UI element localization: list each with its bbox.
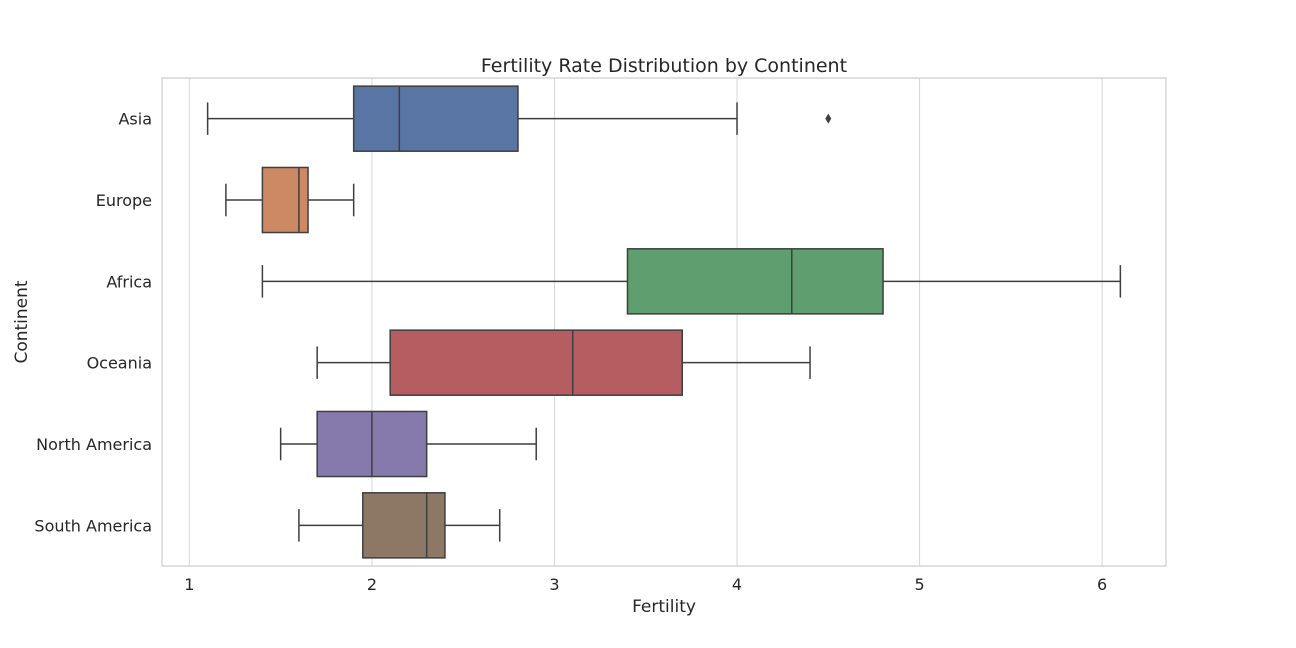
- iqr-box: [352, 85, 519, 152]
- y-axis-label: Continent: [12, 280, 32, 363]
- outlier-point: [825, 113, 832, 124]
- grid-lines: [188, 78, 1103, 566]
- box-south-america: [298, 492, 501, 559]
- iqr-box: [261, 166, 309, 234]
- box-asia: [206, 85, 832, 152]
- iqr-box: [626, 248, 884, 315]
- y-tick-label: Africa: [106, 272, 152, 291]
- x-tick-label: 4: [732, 575, 742, 594]
- y-ticks: Asia Europe Africa Oceania North America Sout…: [34, 110, 152, 536]
- x-axis-label: Fertility: [632, 597, 696, 617]
- x-tick-label: 5: [914, 575, 924, 594]
- y-tick-label: South America: [34, 516, 152, 535]
- x-tick-label: 2: [367, 575, 377, 594]
- x-tick-label: 3: [549, 575, 559, 594]
- plot-frame: [161, 77, 1167, 567]
- y-tick-label: Europe: [96, 191, 152, 210]
- boxes-group: [206, 85, 1122, 559]
- box-africa: [261, 248, 1122, 315]
- x-ticks: 1 2 3 4 5 6: [184, 575, 1107, 594]
- box-oceania: [316, 329, 811, 396]
- y-tick-label: North America: [36, 435, 152, 454]
- box-europe: [225, 166, 355, 234]
- y-tick-label: Oceania: [87, 354, 152, 373]
- iqr-box: [389, 329, 684, 396]
- box-north-america: [279, 410, 537, 478]
- chart-title: Fertility Rate Distribution by Continent: [481, 55, 847, 77]
- x-tick-label: 6: [1097, 575, 1107, 594]
- iqr-box: [362, 492, 446, 559]
- y-tick-label: Asia: [118, 110, 152, 129]
- x-tick-label: 1: [184, 575, 194, 594]
